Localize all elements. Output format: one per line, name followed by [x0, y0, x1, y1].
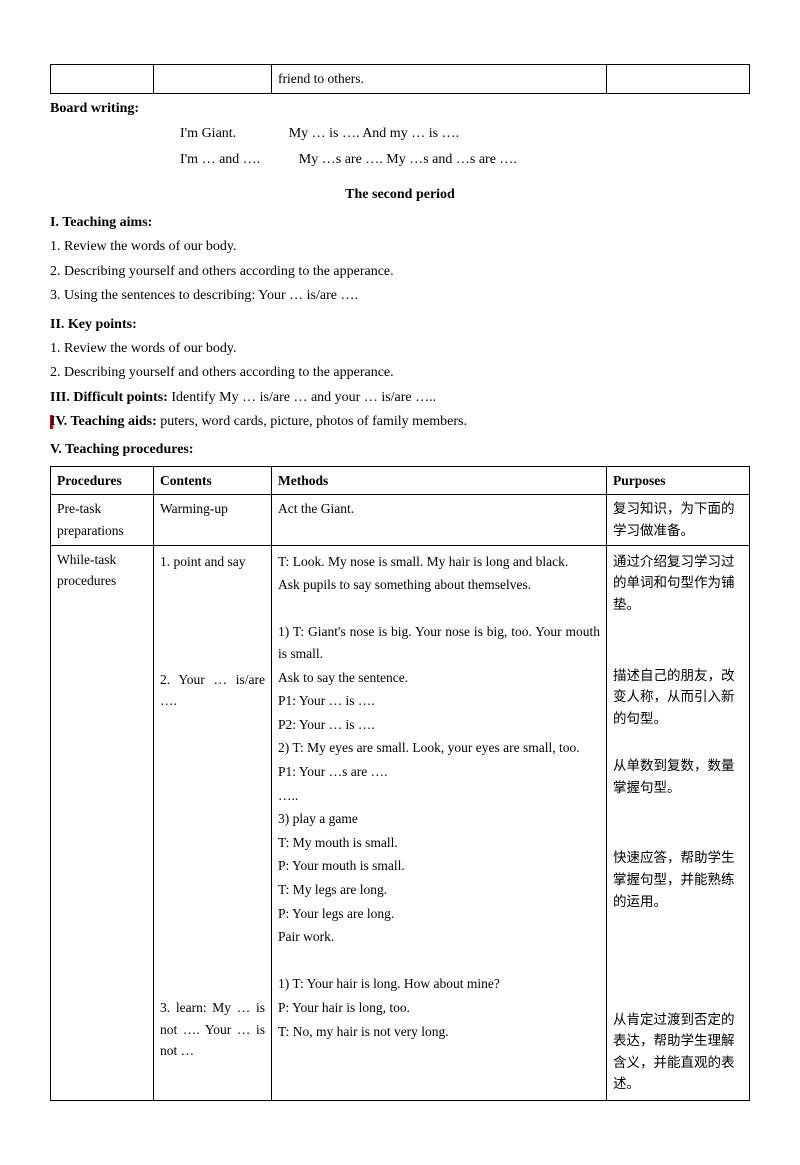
meth2g: ….. [278, 785, 600, 807]
cont-1: 1. point and say [160, 551, 265, 573]
meth3b: P: Your hair is long, too. [278, 997, 600, 1019]
bw-line1b: My … is …. And my … is …. [289, 126, 459, 141]
top-cell-2 [154, 65, 272, 94]
meth2b: Ask to say the sentence. [278, 667, 600, 689]
board-writing-heading: Board writing: [50, 98, 750, 120]
meth1b: Ask pupils to say something about themse… [278, 574, 600, 596]
top-cell-1 [51, 65, 154, 94]
aims-item-3: 3. Using the sentences to describing: Yo… [50, 285, 750, 307]
whiletask-cont: 1. point and say 2. Your … is/are …. 3. … [154, 545, 272, 1100]
teaching-aids-line: IV. Teaching aids: puters, word cards, p… [50, 411, 750, 433]
meth2a: 1) T: Giant's nose is big. Your nose is … [278, 621, 600, 664]
table-row-whiletask: While-task procedures 1. point and say 2… [51, 545, 750, 1100]
meth2c: P1: Your … is …. [278, 690, 600, 712]
purp2b: 从单数到复数，数量掌握句型。 [613, 755, 743, 798]
th-contents: Contents [154, 466, 272, 495]
whiletask-meth: T: Look. My nose is small. My hair is lo… [272, 545, 607, 1100]
aims-heading: I. Teaching aims: [50, 212, 750, 234]
meth2d: P2: Your … is …. [278, 714, 600, 736]
meth2i: T: My mouth is small. [278, 832, 600, 854]
pretask-proc: Pre-task preparations [51, 495, 154, 545]
teaching-aids-text: puters, word cards, picture, photos of f… [157, 414, 467, 429]
th-procedures: Procedures [51, 466, 154, 495]
meth2m: Pair work. [278, 926, 600, 948]
cont-3: 3. learn: My … is not …. Your … is not … [160, 997, 265, 1062]
pretask-meth: Act the Giant. [272, 495, 607, 545]
meth2f: P1: Your …s are …. [278, 761, 600, 783]
purp3: 从肯定过渡到否定的表达，帮助学生理解含义，并能直观的表述。 [613, 1009, 743, 1095]
board-writing-block: I'm Giant. My … is …. And my … is …. I'm… [180, 122, 750, 172]
period-title: The second period [50, 184, 750, 206]
table-row-pretask: Pre-task preparations Warming-up Act the… [51, 495, 750, 545]
meth2j: P: Your mouth is small. [278, 855, 600, 877]
top-table-fragment: friend to others. [50, 64, 750, 94]
meth2e: 2) T: My eyes are small. Look, your eyes… [278, 737, 600, 759]
pretask-purp: 复习知识，为下面的学习做准备。 [607, 495, 750, 545]
whiletask-proc: While-task procedures [51, 545, 154, 1100]
bw-line2a: I'm … and …. [180, 152, 260, 167]
cont-2: 2. Your … is/are …. [160, 669, 265, 712]
meth3a: 1) T: Your hair is long. How about mine? [278, 973, 600, 995]
whiletask-purp: 通过介绍复习学习过的单词和句型作为铺垫。 描述自己的朋友，改变人称，从而引入新的… [607, 545, 750, 1100]
procedures-heading: V. Teaching procedures: [50, 439, 750, 461]
difficult-heading: III. Difficult points: [50, 390, 168, 405]
pretask-cont: Warming-up [154, 495, 272, 545]
bw-line2b: My …s are …. My …s and …s are …. [299, 152, 517, 167]
th-purposes: Purposes [607, 466, 750, 495]
purp1: 通过介绍复习学习过的单词和句型作为铺垫。 [613, 551, 743, 616]
difficult-line: III. Difficult points: Identify My … is/… [50, 387, 750, 409]
meth1a: T: Look. My nose is small. My hair is lo… [278, 551, 600, 573]
difficult-text: Identify My … is/are … and your … is/are… [168, 390, 436, 405]
procedures-table: Procedures Contents Methods Purposes Pre… [50, 466, 750, 1101]
meth2l: P: Your legs are long. [278, 903, 600, 925]
keypoints-heading: II. Key points: [50, 314, 750, 336]
keypoints-item-1: 1. Review the words of our body. [50, 338, 750, 360]
meth3c: T: No, my hair is not very long. [278, 1021, 600, 1043]
top-cell-3: friend to others. [272, 65, 607, 94]
purp2c: 快速应答，帮助学生掌握句型，并能熟练的运用。 [613, 847, 743, 912]
aims-item-2: 2. Describing yourself and others accord… [50, 261, 750, 283]
table-header-row: Procedures Contents Methods Purposes [51, 466, 750, 495]
meth2h: 3) play a game [278, 808, 600, 830]
bw-line1a: I'm Giant. [180, 126, 236, 141]
meth2k: T: My legs are long. [278, 879, 600, 901]
top-cell-4 [607, 65, 750, 94]
purp2a: 描述自己的朋友，改变人称，从而引入新的句型。 [613, 665, 743, 730]
keypoints-item-2: 2. Describing yourself and others accord… [50, 362, 750, 384]
th-methods: Methods [272, 466, 607, 495]
teaching-aids-heading: IV. Teaching aids: [50, 414, 157, 429]
aims-item-1: 1. Review the words of our body. [50, 236, 750, 258]
